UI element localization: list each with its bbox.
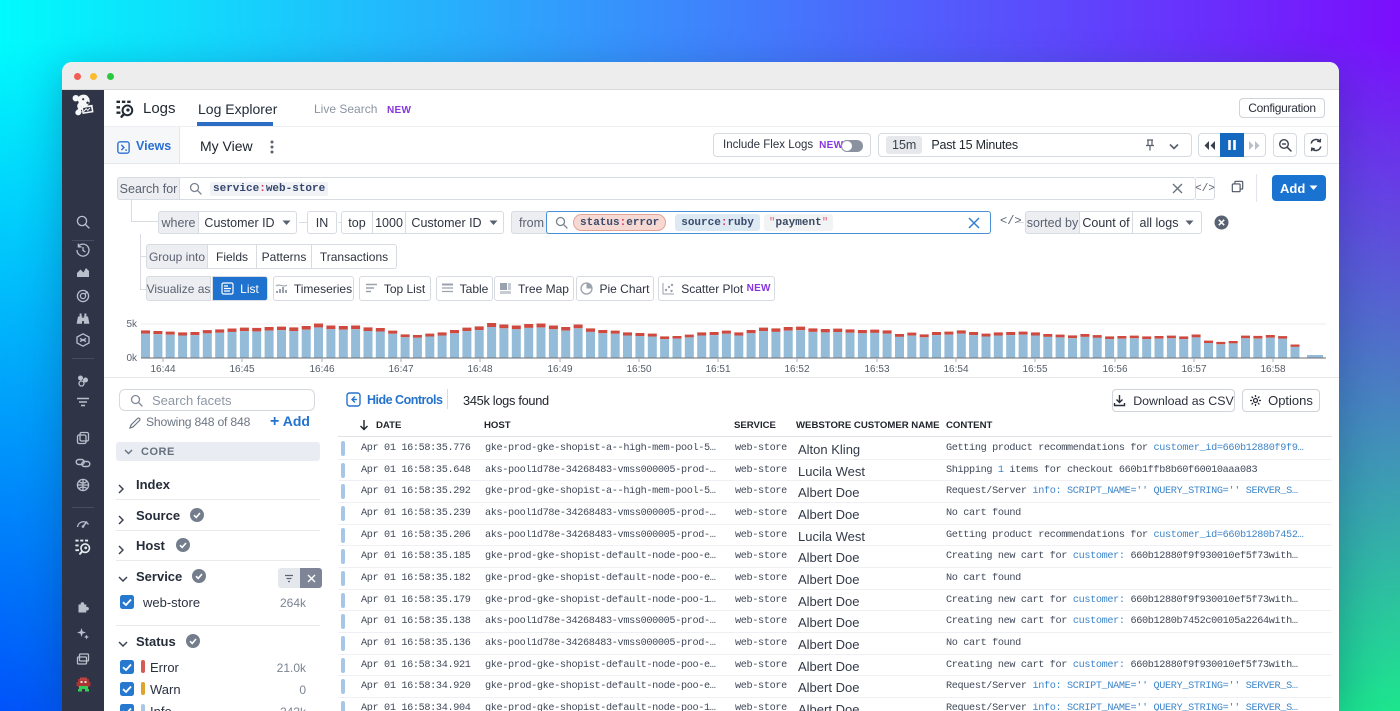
svg-text:16:47: 16:47 bbox=[388, 364, 413, 375]
svg-text:16:53: 16:53 bbox=[864, 364, 889, 375]
svg-text:5k: 5k bbox=[126, 319, 138, 330]
svg-text:16:56: 16:56 bbox=[1102, 364, 1127, 375]
svg-text:0k: 0k bbox=[126, 353, 138, 364]
svg-text:16:57: 16:57 bbox=[1181, 364, 1206, 375]
svg-text:16:45: 16:45 bbox=[229, 364, 254, 375]
svg-text:16:49: 16:49 bbox=[547, 364, 572, 375]
svg-text:16:54: 16:54 bbox=[943, 364, 968, 375]
svg-text:16:46: 16:46 bbox=[309, 364, 334, 375]
svg-text:16:52: 16:52 bbox=[784, 364, 809, 375]
svg-text:16:48: 16:48 bbox=[467, 364, 492, 375]
svg-text:16:44: 16:44 bbox=[150, 364, 175, 375]
svg-text:16:51: 16:51 bbox=[705, 364, 730, 375]
svg-text:16:55: 16:55 bbox=[1022, 364, 1047, 375]
svg-text:16:58: 16:58 bbox=[1260, 364, 1285, 375]
svg-text:16:50: 16:50 bbox=[626, 364, 651, 375]
